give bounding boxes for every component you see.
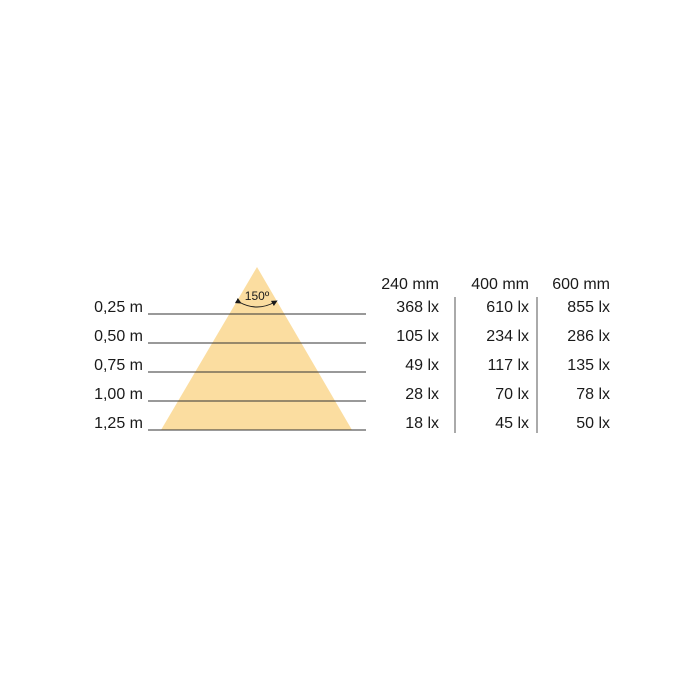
illuminance-value: 28 lx [405,386,439,403]
distance-label: 0,75 m [94,357,143,374]
beam-angle-arc-icon [234,297,278,308]
illuminance-value: 610 lx [486,299,529,316]
illuminance-value: 50 lx [576,415,610,432]
illuminance-value: 286 lx [567,328,610,345]
illuminance-value: 78 lx [576,386,610,403]
illuminance-value: 45 lx [495,415,529,432]
illuminance-value: 49 lx [405,357,439,374]
illuminance-value: 18 lx [405,415,439,432]
illuminance-value: 368 lx [396,299,439,316]
distance-label: 0,50 m [94,328,143,345]
illuminance-value: 135 lx [567,357,610,374]
illuminance-value: 70 lx [495,386,529,403]
illuminance-value: 117 lx [487,357,529,374]
illuminance-value: 855 lx [567,299,610,316]
column-header: 240 mm [381,276,439,293]
column-header: 400 mm [471,276,529,293]
beam-angle-label: 150º [245,289,270,303]
illuminance-value: 105 lx [396,328,439,345]
light-beam-cone [161,267,352,430]
distance-label: 0,25 m [94,299,143,316]
distance-label: 1,25 m [94,415,143,432]
illuminance-value: 234 lx [486,328,529,345]
column-header: 600 mm [552,276,610,293]
distance-label: 1,00 m [94,386,143,403]
